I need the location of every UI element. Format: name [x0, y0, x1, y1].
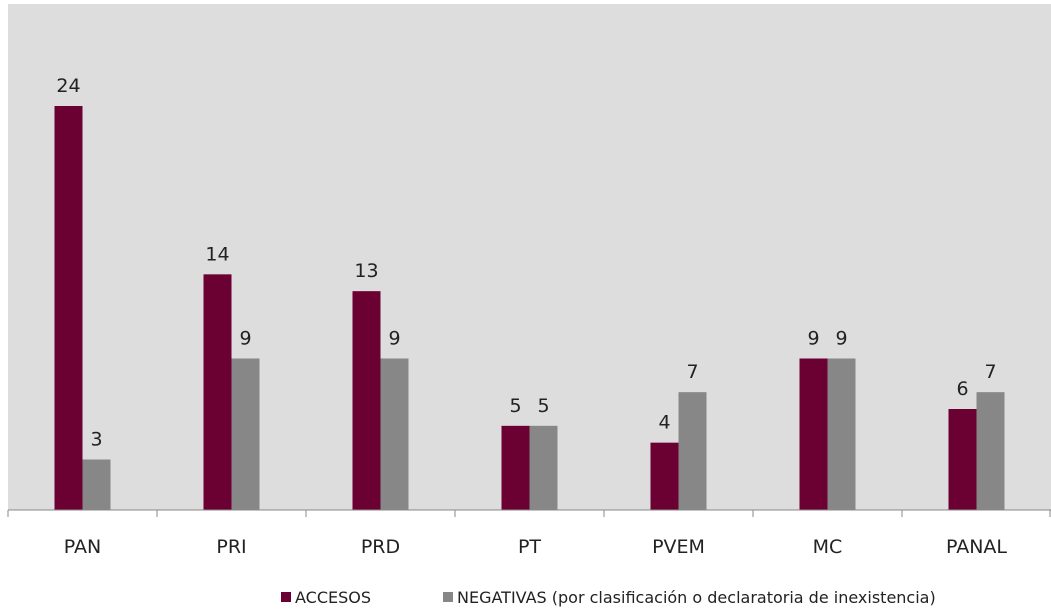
- legend-swatch-negativas: [443, 592, 453, 602]
- category-label-pan: PAN: [64, 536, 101, 558]
- category-label-prd: PRD: [361, 536, 400, 558]
- category-label-panal: PANAL: [946, 536, 1007, 558]
- plot-area: [8, 4, 1051, 510]
- data-label-accesos-pt: 5: [509, 395, 521, 417]
- data-label-negativas-pan: 3: [90, 429, 102, 451]
- legend: ACCESOS NEGATIVAS (por clasificación o d…: [281, 588, 936, 607]
- category-label-mc: MC: [813, 536, 843, 558]
- bar-negativas-pt: [529, 425, 558, 510]
- bars-group: [54, 106, 1005, 510]
- bar-accesos-pan: [54, 106, 83, 510]
- data-label-negativas-pt: 5: [537, 395, 549, 417]
- data-label-negativas-pvem: 7: [686, 361, 698, 383]
- bar-accesos-pri: [203, 274, 232, 510]
- bar-negativas-mc: [827, 358, 856, 510]
- data-label-negativas-pri: 9: [239, 328, 251, 350]
- bar-accesos-pt: [501, 425, 530, 510]
- data-label-accesos-pvem: 4: [658, 412, 670, 434]
- legend-label-negativas: NEGATIVAS (por clasificación o declarato…: [457, 588, 936, 607]
- bar-negativas-prd: [380, 358, 409, 510]
- bar-negativas-pri: [231, 358, 260, 510]
- legend-label-accesos: ACCESOS: [295, 588, 371, 607]
- data-label-accesos-pan: 24: [56, 75, 80, 97]
- data-label-negativas-mc: 9: [835, 328, 847, 350]
- bar-accesos-prd: [352, 291, 381, 510]
- data-label-accesos-prd: 13: [354, 260, 378, 282]
- bar-negativas-pan: [82, 459, 111, 510]
- bar-negativas-panal: [976, 392, 1005, 510]
- bar-accesos-panal: [948, 409, 977, 510]
- data-label-accesos-mc: 9: [807, 328, 819, 350]
- category-label-pvem: PVEM: [652, 536, 705, 558]
- ticks-group: [7, 510, 1051, 517]
- category-label-pt: PT: [518, 536, 541, 558]
- category-labels-group: PAN PRI PRD PT PVEM MC PANAL: [64, 536, 1008, 558]
- bar-accesos-mc: [799, 358, 828, 510]
- data-label-accesos-panal: 6: [956, 378, 968, 400]
- category-label-pri: PRI: [216, 536, 246, 558]
- legend-swatch-accesos: [281, 592, 291, 602]
- bar-negativas-pvem: [678, 392, 707, 510]
- bar-accesos-pvem: [650, 442, 679, 510]
- data-label-negativas-prd: 9: [388, 328, 400, 350]
- data-label-negativas-panal: 7: [984, 361, 996, 383]
- data-label-accesos-pri: 14: [205, 243, 229, 265]
